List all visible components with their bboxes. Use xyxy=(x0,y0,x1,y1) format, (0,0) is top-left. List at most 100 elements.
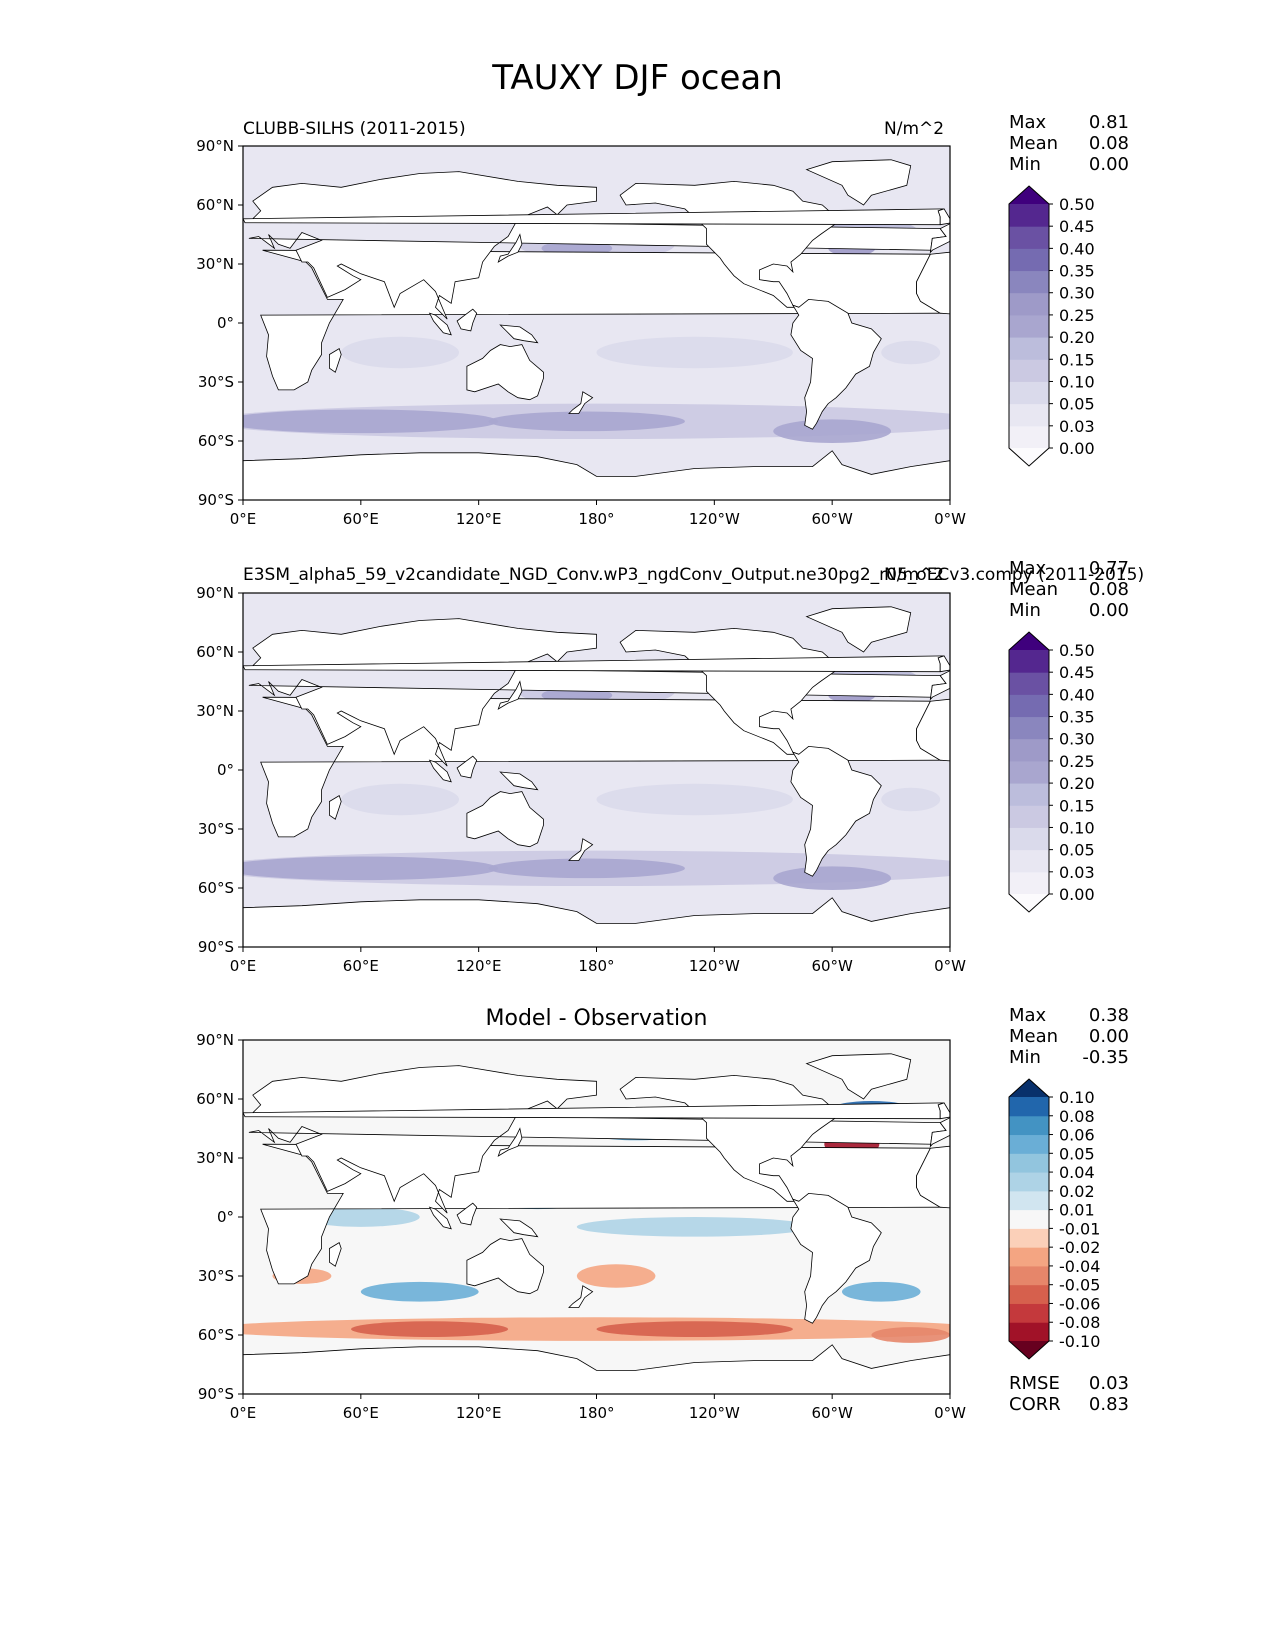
colorbar-bin xyxy=(1009,381,1049,405)
colorbar-bin xyxy=(1009,425,1049,449)
colorbar-label: -0.08 xyxy=(1059,1313,1100,1332)
panel3-stat-min-value: -0.35 xyxy=(1082,1047,1129,1068)
land-north-america xyxy=(619,180,841,308)
map-ocean-background xyxy=(243,146,950,500)
field-contour-11 xyxy=(881,787,941,812)
colorbar-bin xyxy=(1009,1115,1049,1136)
y-tick-label: 30°S xyxy=(198,373,234,391)
colorbar-label: 0.30 xyxy=(1059,730,1095,749)
field-contour-3 xyxy=(871,1327,950,1343)
field-contour-7 xyxy=(828,240,876,257)
colorbar-bin xyxy=(1009,1209,1049,1229)
colorbar-outline xyxy=(1008,1078,1050,1360)
field-contour-8 xyxy=(478,1185,597,1210)
colorbar-bin xyxy=(1009,1097,1049,1117)
land-madagascar xyxy=(328,1242,342,1267)
colorbar-bin xyxy=(1009,1134,1049,1154)
panel1-stat-max-value: 0.81 xyxy=(1088,112,1129,133)
colorbar-bin xyxy=(1009,1284,1049,1304)
panel3-title: Model - Observation xyxy=(485,1006,708,1031)
colorbar-1: 0.50 0.45 0.40 0.35 0.30 0.25 0.20 0.15 0.10 0.05… xyxy=(1008,185,1095,467)
colorbar-label: 0.35 xyxy=(1059,262,1095,281)
colorbar-bin xyxy=(1009,650,1049,673)
land-sumatra xyxy=(428,312,452,336)
land-borneo xyxy=(456,755,478,779)
colorbar-label: 0.05 xyxy=(1059,841,1095,860)
land-eurasia xyxy=(248,171,947,320)
colorbar-label: 0.15 xyxy=(1059,796,1095,815)
figure-title: TAUXY DJF ocean xyxy=(492,58,783,98)
field-contour-11 xyxy=(881,340,941,365)
panel2-stat-min-value: 0.00 xyxy=(1088,600,1129,621)
land-new-zealand xyxy=(568,838,594,861)
colorbar-label: 0.15 xyxy=(1059,350,1095,369)
x-tick-label: 120°W xyxy=(689,957,740,975)
colorbar-bin xyxy=(1009,403,1049,427)
field-contour-4 xyxy=(517,228,676,261)
panel1-units: N/m^2 xyxy=(884,119,945,139)
colorbar-label: 0.50 xyxy=(1059,641,1095,660)
x-tick-label: 0°W xyxy=(934,957,966,975)
land-new-zealand xyxy=(568,1285,594,1308)
y-tick-label: 90°N xyxy=(196,1031,234,1049)
colorbar-extend-max xyxy=(1009,1079,1049,1097)
field-contour-0 xyxy=(243,403,950,440)
land-south-america xyxy=(790,1192,882,1324)
colorbar-bin xyxy=(1009,226,1049,249)
y-tick-label: 60°N xyxy=(196,1090,234,1108)
field-contour-13 xyxy=(272,1268,332,1284)
panel2-units: N/m^2 xyxy=(884,565,945,585)
colorbar-extend-max xyxy=(1009,632,1049,650)
y-tick-label: 0° xyxy=(217,761,234,779)
x-tick-label: 60°W xyxy=(811,957,853,975)
land-new-guinea xyxy=(499,1218,539,1238)
land-africa-wrap xyxy=(916,1145,950,1209)
land-greenland xyxy=(805,1053,912,1100)
colorbar-2: 0.50 0.45 0.40 0.35 0.30 0.25 0.20 0.15 0.10 0.05… xyxy=(1008,631,1095,913)
land-australia xyxy=(466,1238,544,1295)
land-new-guinea xyxy=(499,771,539,791)
land-japan xyxy=(497,1127,523,1157)
colorbar-label: 0.08 xyxy=(1059,1107,1095,1126)
field-contour-15 xyxy=(301,1207,420,1227)
x-tick-label: 180° xyxy=(578,957,614,975)
map-frame xyxy=(242,1039,951,1395)
colorbar-bin xyxy=(1009,204,1049,227)
land-africa xyxy=(260,696,942,838)
x-tick-label: 60°E xyxy=(343,1404,379,1422)
x-tick-label: 120°W xyxy=(689,510,740,528)
colorbar-bin xyxy=(1009,1153,1049,1173)
colorbar-bin xyxy=(1009,849,1049,873)
land-japan xyxy=(497,233,523,263)
field-contour-9 xyxy=(341,783,460,816)
land-borneo xyxy=(456,308,478,332)
field-contour-3 xyxy=(773,866,892,890)
land-eurasia xyxy=(248,618,947,767)
colorbar-label: -0.05 xyxy=(1059,1276,1100,1295)
y-tick-label: 30°N xyxy=(196,1149,234,1167)
panel3-rmse-label: RMSE xyxy=(1009,1373,1060,1394)
colorbar-bin xyxy=(1009,716,1049,740)
field-contour-1 xyxy=(243,409,499,434)
y-tick-label: 90°S xyxy=(198,938,234,956)
land-north-america xyxy=(619,1074,841,1202)
land-madagascar xyxy=(328,348,342,373)
colorbar-bin xyxy=(1009,248,1049,272)
map-frame xyxy=(242,145,951,501)
colorbar-label: -0.04 xyxy=(1059,1257,1100,1276)
field-contour-12 xyxy=(498,295,577,312)
panel1-stat-mean-value: 0.08 xyxy=(1088,133,1129,154)
field-contour-12 xyxy=(498,742,577,759)
panel2-stat-max-value: 0.77 xyxy=(1088,558,1129,579)
field-contour-14 xyxy=(576,1217,813,1237)
land-south-america xyxy=(790,298,882,430)
land-antarctica xyxy=(243,897,950,947)
land-uk xyxy=(243,655,945,673)
y-tick-label: 60°N xyxy=(196,196,234,214)
panel1-stat-min-value: 0.00 xyxy=(1088,154,1129,175)
colorbar-label: 0.40 xyxy=(1059,239,1095,258)
colorbar-label: 0.30 xyxy=(1059,284,1095,303)
colorbar-label: 0.00 xyxy=(1059,439,1095,458)
land-greenland xyxy=(805,606,912,653)
panel2-stat-mean-value: 0.08 xyxy=(1088,579,1129,600)
